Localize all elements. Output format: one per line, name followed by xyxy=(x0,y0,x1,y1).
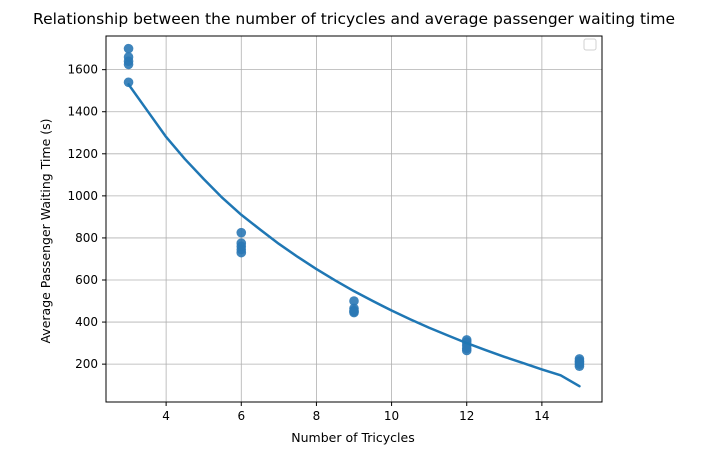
x-tick-label: 6 xyxy=(237,409,245,423)
y-tick-label: 1600 xyxy=(67,63,98,77)
y-axis-label: Average Passenger Waiting Time (s) xyxy=(38,118,53,343)
plot-area-frame xyxy=(105,35,603,403)
legend xyxy=(583,38,597,51)
scatter-point xyxy=(123,59,134,70)
y-tick-label: 1000 xyxy=(67,189,98,203)
x-tick-label: 10 xyxy=(384,409,399,423)
scatter-point xyxy=(123,43,134,54)
y-tick-label: 600 xyxy=(75,273,98,287)
scatter-point xyxy=(123,77,134,88)
scatter-point xyxy=(349,307,359,318)
x-tick-label: 4 xyxy=(162,409,170,423)
fit-curve xyxy=(127,83,581,388)
chart-title: Relationship between the number of tricy… xyxy=(33,10,675,28)
scatter-point xyxy=(236,247,247,258)
x-axis: 4 6 8 10 12 14 xyxy=(162,402,550,423)
series-layer xyxy=(123,43,585,388)
y-tick-label: 400 xyxy=(75,315,98,329)
x-axis-label: Number of Tricycles xyxy=(291,430,414,445)
y-tick-label: 1400 xyxy=(67,105,98,119)
scatter-point xyxy=(574,361,585,372)
scatter-point xyxy=(349,296,359,306)
legend-box xyxy=(583,38,597,51)
scatter-point xyxy=(236,227,247,238)
x-tick-label: 12 xyxy=(459,409,474,423)
x-tick-label: 14 xyxy=(534,409,549,423)
y-tick-label: 1200 xyxy=(67,147,98,161)
y-tick-label: 200 xyxy=(75,357,98,371)
scatter-point xyxy=(461,345,472,356)
y-tick-label: 800 xyxy=(75,231,98,245)
x-tick-label: 8 xyxy=(313,409,321,423)
grid xyxy=(106,36,602,402)
y-axis: 200 400 600 800 1000 1200 1400 1600 xyxy=(67,63,106,371)
